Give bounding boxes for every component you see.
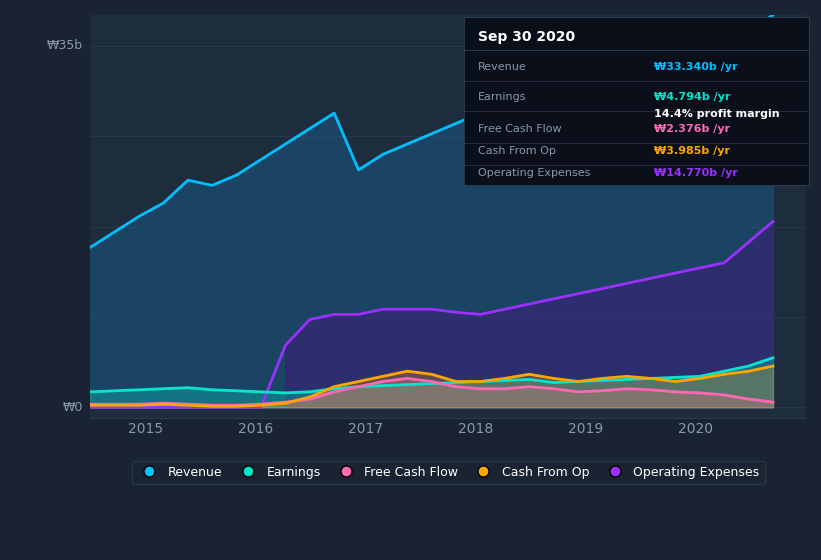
Text: ₩0: ₩0 bbox=[62, 401, 83, 414]
Legend: Revenue, Earnings, Free Cash Flow, Cash From Op, Operating Expenses: Revenue, Earnings, Free Cash Flow, Cash … bbox=[132, 461, 764, 484]
Text: ₩33.340b /yr: ₩33.340b /yr bbox=[654, 62, 737, 72]
Text: ₩35b: ₩35b bbox=[47, 39, 83, 53]
Text: Earnings: Earnings bbox=[478, 92, 526, 102]
Text: ₩4.794b /yr: ₩4.794b /yr bbox=[654, 92, 730, 102]
Text: ₩14.770b /yr: ₩14.770b /yr bbox=[654, 168, 737, 178]
Text: Sep 30 2020: Sep 30 2020 bbox=[478, 30, 575, 44]
Text: Cash From Op: Cash From Op bbox=[478, 146, 556, 156]
Text: Operating Expenses: Operating Expenses bbox=[478, 168, 590, 178]
Text: ₩2.376b /yr: ₩2.376b /yr bbox=[654, 124, 730, 134]
Text: 14.4% profit margin: 14.4% profit margin bbox=[654, 109, 779, 119]
Text: Free Cash Flow: Free Cash Flow bbox=[478, 124, 562, 134]
Text: ₩3.985b /yr: ₩3.985b /yr bbox=[654, 146, 730, 156]
Text: Revenue: Revenue bbox=[478, 62, 526, 72]
